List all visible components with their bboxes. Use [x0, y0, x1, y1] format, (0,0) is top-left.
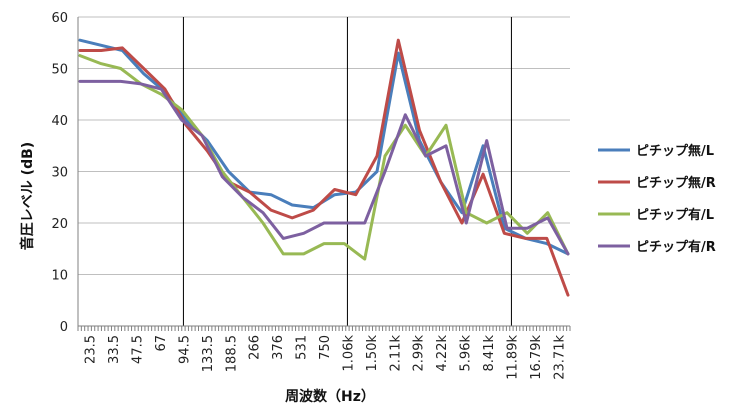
- y-tick-label: 20: [51, 217, 68, 232]
- y-axis-label: 音圧レベル (dB): [19, 142, 36, 250]
- legend-label: ピチップ無/R: [636, 175, 716, 191]
- x-tick-label: 67: [154, 335, 169, 352]
- y-tick-labels: 0 10 20 30 40 50 60: [51, 11, 68, 335]
- x-axis-label: 周波数（Hz）: [285, 388, 375, 405]
- x-tick-label: 1.50k: [365, 335, 380, 372]
- x-tick-label: 1.06k: [341, 335, 356, 372]
- y-tick-label: 30: [51, 166, 68, 181]
- x-tick-label: 33.5: [107, 335, 122, 364]
- axes: [77, 17, 571, 331]
- series-line-3: [78, 79, 570, 256]
- x-tick-label: 2.11k: [388, 335, 403, 372]
- x-tick-label: 750: [318, 335, 333, 360]
- x-tick-label: 5.96k: [459, 335, 474, 372]
- x-tick-label: 133.5: [201, 335, 216, 372]
- legend-label: ピチップ有/R: [636, 239, 716, 255]
- series-line-1: [78, 38, 570, 297]
- series-lines: [78, 38, 570, 297]
- x-tick-label: 47.5: [131, 335, 146, 364]
- x-tick-label: 188.5: [224, 335, 239, 372]
- y-tick-label: 10: [51, 269, 68, 284]
- x-tick-label: 2.99k: [412, 335, 427, 372]
- x-tick-label: 8.41k: [482, 335, 497, 372]
- grid: [78, 16, 570, 327]
- x-tick-label: 11.89k: [505, 335, 520, 380]
- x-tick-label: 376: [271, 335, 286, 360]
- vertical-lines: [182, 17, 512, 326]
- x-tick-labels: 23.5 33.5 47.5 67 94.5 133.5 188.5 266 376 531 750…: [84, 335, 568, 380]
- legend-label: ピチップ無/L: [636, 143, 714, 159]
- x-tick-label: 94.5: [177, 335, 192, 364]
- x-tick-label: 16.79k: [529, 335, 544, 380]
- y-tick-label: 0: [60, 320, 68, 335]
- x-tick-label: 23.71k: [552, 335, 567, 380]
- x-tick-label: 4.22k: [435, 335, 450, 372]
- series-line-2: [78, 54, 570, 261]
- legend: ピチップ無/L ピチップ無/R ピチップ有/L ピチップ有/R: [598, 143, 716, 255]
- y-tick-label: 60: [51, 11, 68, 26]
- x-tick-label: 266: [248, 335, 263, 360]
- y-tick-label: 40: [51, 114, 68, 129]
- x-tick-label: 531: [295, 335, 310, 360]
- legend-label: ピチップ有/L: [636, 207, 714, 223]
- x-tick-label: 23.5: [84, 335, 99, 364]
- y-tick-label: 50: [51, 63, 68, 78]
